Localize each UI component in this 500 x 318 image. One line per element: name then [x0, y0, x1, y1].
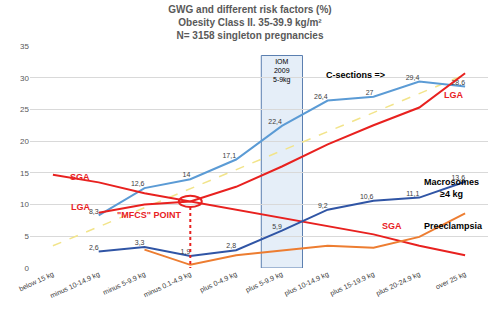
svg-text:14: 14: [183, 171, 191, 178]
svg-text:12,6: 12,6: [131, 180, 145, 187]
svg-text:plus 0-4.9 kg: plus 0-4.9 kg: [199, 270, 239, 294]
svg-text:2,6: 2,6: [89, 244, 99, 251]
svg-text:minus 10-14.9 kg: minus 10-14.9 kg: [49, 270, 101, 300]
svg-text:Macrosomes≥4 kg: Macrosomes≥4 kg: [424, 177, 479, 199]
svg-text:LGA: LGA: [71, 202, 90, 212]
svg-text:3,3: 3,3: [135, 239, 145, 246]
svg-text:30: 30: [20, 74, 29, 83]
svg-text:9,2: 9,2: [318, 202, 328, 209]
svg-text:17,1: 17,1: [222, 152, 236, 159]
svg-text:GWG and different risk factors: GWG and different risk factors (%)Obesit…: [168, 4, 331, 41]
svg-text:plus 10-14.9 kg: plus 10-14.9 kg: [283, 270, 330, 298]
svg-text:below 15 kg: below 15 kg: [18, 270, 55, 293]
svg-text:LGA: LGA: [444, 90, 463, 100]
svg-text:"MFCS" POINT: "MFCS" POINT: [117, 210, 182, 220]
svg-text:29,4: 29,4: [406, 74, 420, 81]
svg-text:plus 20-24.9 kg: plus 20-24.9 kg: [375, 270, 422, 298]
svg-text:10,6: 10,6: [360, 193, 374, 200]
svg-text:28,6: 28,6: [451, 79, 465, 86]
svg-text:22,4: 22,4: [268, 118, 282, 125]
svg-text:8,3: 8,3: [89, 208, 99, 215]
svg-text:2,8: 2,8: [226, 242, 236, 249]
svg-text:13,6: 13,6: [451, 174, 465, 181]
svg-text:26,4: 26,4: [314, 93, 328, 100]
svg-text:27: 27: [366, 89, 374, 96]
svg-text:35: 35: [20, 42, 29, 51]
svg-text:C-sections =>: C-sections =>: [326, 70, 385, 80]
svg-text:15: 15: [20, 169, 29, 178]
svg-text:11,1: 11,1: [406, 190, 419, 197]
svg-text:20: 20: [20, 137, 29, 146]
svg-text:plus 5-9.9 kg: plus 5-9.9 kg: [245, 270, 285, 294]
svg-text:10: 10: [20, 200, 29, 209]
svg-text:Preeclampsia: Preeclampsia: [424, 221, 483, 231]
svg-text:over 25 kg: over 25 kg: [434, 270, 467, 291]
svg-text:25: 25: [20, 105, 29, 114]
svg-text:minus 5-9.9 kg: minus 5-9.9 kg: [102, 270, 147, 297]
svg-text:0: 0: [25, 264, 30, 273]
svg-text:IOM20095-9kg: IOM20095-9kg: [273, 58, 291, 84]
svg-text:5: 5: [25, 232, 30, 241]
svg-text:5,9: 5,9: [272, 223, 282, 230]
svg-text:SGA: SGA: [70, 172, 90, 182]
svg-text:SGA: SGA: [382, 221, 402, 231]
svg-text:1,9: 1,9: [181, 248, 191, 255]
svg-text:minus 0.1-4.9 kg: minus 0.1-4.9 kg: [142, 270, 192, 299]
svg-text:plus 15-19.9 kg: plus 15-19.9 kg: [329, 270, 376, 298]
